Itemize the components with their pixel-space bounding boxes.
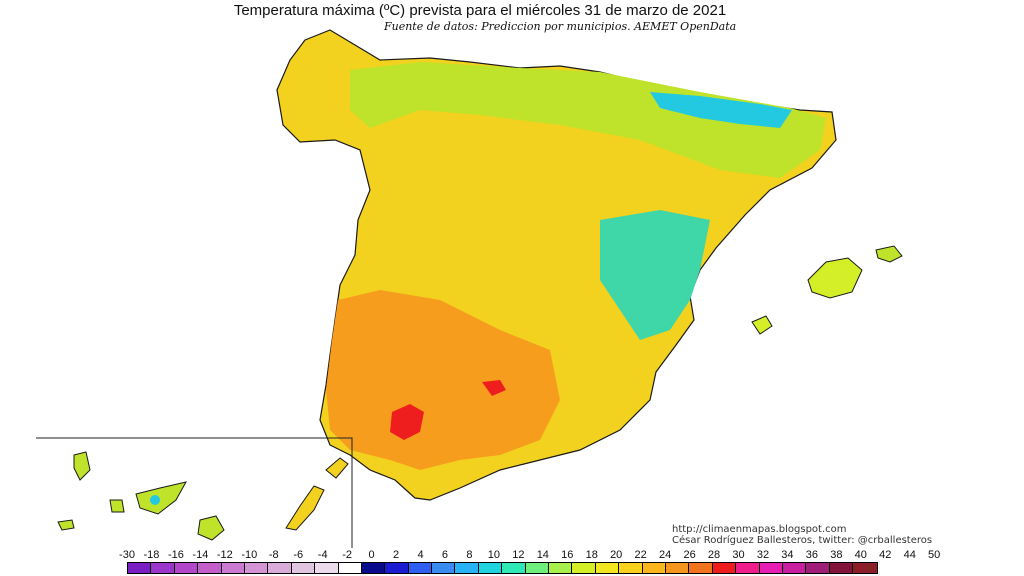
- legend-swatch: [619, 563, 643, 573]
- la-gomera: [109, 499, 125, 513]
- legend-tick-label: 14: [536, 549, 549, 561]
- pyrenees-cold-zone: [650, 92, 792, 128]
- legend-tick-label: 24: [658, 549, 672, 561]
- hot-core: [390, 404, 424, 440]
- legend-swatch: [151, 563, 175, 573]
- legend-tick-label: 0: [368, 549, 375, 561]
- legend-swatch: [361, 563, 386, 573]
- legend-swatch: [268, 563, 292, 573]
- legend-labels: -30 -18 -16 -14 -12 -10 -8 -6 -4 -2 0 2 4 6 8 10 12 14 16 1…: [116, 549, 946, 561]
- legend-swatch: [291, 563, 316, 573]
- legend-swatch: [128, 563, 152, 573]
- legend-tick-label: -18: [143, 549, 160, 561]
- lanzarote: [325, 457, 349, 479]
- legend-swatch: [712, 563, 737, 573]
- legend-tick-label: 50: [928, 549, 941, 561]
- legend-tick-label: -14: [192, 549, 209, 561]
- legend-tick-label: -8: [268, 549, 279, 561]
- legend-tick-label: 44: [903, 549, 916, 561]
- legend-tick-label: 32: [756, 549, 770, 561]
- legend-swatch: [174, 563, 199, 573]
- legend-tick-label: 40: [854, 549, 867, 561]
- legend-tick-label: -10: [241, 549, 258, 561]
- legend-tick-label: 30: [732, 549, 745, 561]
- legend-swatch: [572, 563, 596, 573]
- legend-swatch: [806, 563, 830, 573]
- legend-tick-label: 16: [561, 549, 574, 561]
- legend-tick-label: 2: [392, 549, 400, 561]
- legend-tick-label: -4: [317, 549, 328, 561]
- legend-tick-label: -30: [119, 549, 135, 561]
- legend-tick-label: 18: [585, 549, 598, 561]
- credit-author: César Rodríguez Ballesteros, twitter: @c…: [672, 535, 933, 546]
- legend-swatch: [221, 563, 245, 573]
- legend-swatch: [782, 563, 807, 573]
- legend-swatch: [478, 563, 503, 573]
- legend-tick-label: 20: [610, 549, 623, 561]
- legend-tick-label: 10: [487, 549, 501, 561]
- hot-core-east: [482, 380, 506, 396]
- east-cool-zone: [600, 210, 710, 340]
- legend-tick-label: -6: [293, 549, 304, 561]
- legend-tick-label: -12: [216, 549, 233, 561]
- legend-swatch: [759, 563, 783, 573]
- legend-swatch: [244, 563, 269, 573]
- legend-swatch: [455, 563, 479, 573]
- legend-tick-label: 28: [707, 549, 721, 561]
- legend-color-scale: [127, 562, 878, 574]
- menorca: [875, 245, 903, 263]
- credit-url: http://climaenmapas.blogspot.com: [672, 524, 847, 535]
- legend-tick-label: 4: [417, 549, 424, 561]
- legend-tick-label: -2: [342, 549, 353, 561]
- map-title: Temperatura máxima (ºC) prevista para el…: [233, 2, 727, 19]
- legend-swatch: [665, 563, 690, 573]
- legend-tick-label: 38: [830, 549, 843, 561]
- legend-swatch: [408, 563, 433, 573]
- legend-tick-label: 34: [781, 549, 794, 561]
- legend-swatch: [689, 563, 713, 573]
- legend-swatch: [525, 563, 550, 573]
- legend-swatch: [338, 563, 362, 573]
- legend-swatch: [736, 563, 760, 573]
- gran-canaria: [197, 515, 225, 541]
- legend-tick-label: 26: [683, 549, 696, 561]
- teide-cold-spot: [150, 495, 160, 505]
- legend-swatch: [502, 563, 526, 573]
- legend-tick-label: 8: [466, 549, 473, 561]
- ibiza: [751, 315, 773, 335]
- legend-tick-label: 42: [879, 549, 892, 561]
- southwest-warm-zone: [326, 290, 560, 470]
- map-subtitle: Fuente de datos: Prediccion por municipi…: [384, 20, 737, 33]
- tenerife: [135, 481, 187, 515]
- legend-tick-label: 36: [805, 549, 818, 561]
- legend-tick-label: 22: [634, 549, 647, 561]
- legend-swatch: [829, 563, 854, 573]
- canary-inset-frame: [36, 437, 353, 548]
- legend-swatch: [315, 563, 339, 573]
- legend-swatch: [595, 563, 620, 573]
- legend-swatch: [642, 563, 666, 573]
- legend-swatch: [853, 563, 877, 573]
- legend-tick-label: -16: [167, 549, 184, 561]
- mallorca: [807, 257, 863, 299]
- legend-tick-label: 6: [441, 549, 449, 561]
- legend-tick-label: 12: [512, 549, 525, 561]
- legend-swatch: [432, 563, 456, 573]
- legend-swatch: [549, 563, 573, 573]
- legend-swatch: [385, 563, 409, 573]
- north-zone: [350, 62, 826, 178]
- la-palma: [73, 451, 91, 481]
- el-hierro: [57, 519, 75, 531]
- legend-swatch: [198, 563, 222, 573]
- fuerteventura: [285, 485, 325, 531]
